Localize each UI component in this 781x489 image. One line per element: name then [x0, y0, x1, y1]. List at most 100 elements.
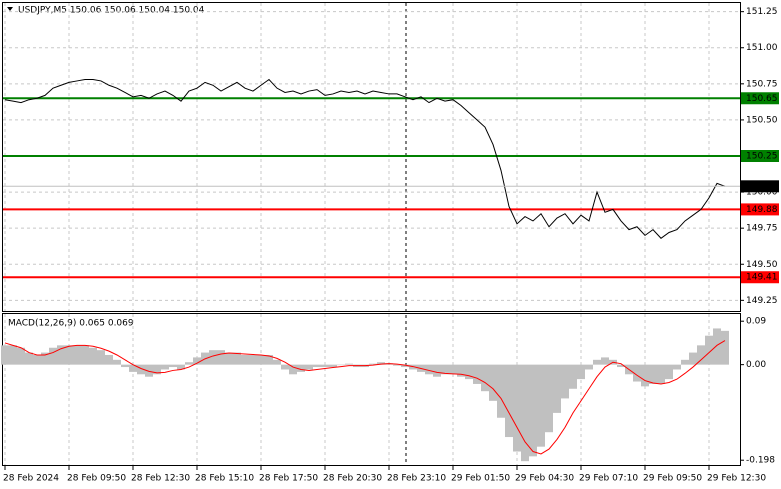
histogram-bar — [681, 359, 689, 365]
histogram-bar — [537, 364, 545, 447]
x-tick-label: 29 Feb 04:30 — [515, 474, 574, 484]
y-tick-label: 150.50 — [746, 115, 778, 125]
histogram-bar — [169, 364, 177, 368]
histogram-bar — [305, 364, 313, 370]
histogram-bar — [505, 364, 513, 438]
histogram-bar — [49, 347, 57, 365]
histogram-bar — [481, 364, 489, 392]
y-tick-label: 151.00 — [746, 43, 778, 53]
y-tick-label: 0.00 — [746, 360, 766, 370]
x-tick-label: 28 Feb 20:30 — [323, 474, 382, 484]
level-label-box — [741, 271, 779, 284]
histogram-bar — [137, 364, 145, 375]
histogram-bar — [641, 364, 649, 387]
histogram-bar — [289, 364, 297, 375]
histogram-bar — [241, 354, 249, 365]
histogram-bar — [57, 345, 65, 365]
histogram-bar — [313, 364, 321, 368]
x-tick-label: 29 Feb 12:30 — [707, 474, 766, 484]
histogram-bar — [25, 352, 33, 365]
histogram-bar — [89, 347, 97, 365]
histogram-bar — [513, 364, 521, 452]
histogram-bar — [401, 364, 409, 368]
price-panel — [2, 2, 741, 312]
level-label: 149.41 — [746, 273, 778, 283]
histogram-bar — [369, 363, 377, 365]
x-tick-label: 29 Feb 07:10 — [579, 474, 638, 484]
histogram-bar — [345, 363, 353, 365]
histogram-bar — [113, 359, 121, 365]
x-tick-label: 28 Feb 09:50 — [67, 474, 126, 484]
y-tick-label: 149.75 — [746, 224, 778, 234]
y-tick-label: 0.09 — [746, 317, 766, 327]
level-label-box — [741, 92, 779, 105]
histogram-bar — [473, 364, 481, 384]
y-tick-label: 149.25 — [746, 296, 778, 306]
histogram-bar — [217, 350, 225, 365]
histogram-bar — [337, 364, 345, 366]
histogram-bar — [17, 347, 25, 365]
histogram-bar — [433, 364, 441, 377]
histogram-bar — [193, 357, 201, 365]
histogram-bar — [617, 364, 625, 368]
histogram-bar — [73, 345, 81, 365]
y-tick-label: 151.25 — [746, 7, 778, 17]
histogram-bar — [697, 345, 705, 365]
histogram-bar — [121, 364, 129, 368]
histogram-bar — [577, 364, 585, 380]
histogram-bar — [521, 364, 529, 462]
x-tick-label: 28 Feb 12:30 — [131, 474, 190, 484]
histogram-bar — [497, 364, 505, 418]
histogram-bar — [665, 364, 673, 380]
histogram-bar — [281, 364, 289, 370]
level-label: 149.88 — [746, 205, 778, 215]
histogram-bar — [257, 354, 265, 365]
histogram-bar — [633, 364, 641, 382]
histogram-bar — [425, 364, 433, 375]
histogram-bar — [265, 354, 273, 365]
macd-panel — [2, 313, 741, 466]
histogram-bar — [529, 364, 537, 457]
level-label: 150.25 — [746, 152, 778, 162]
level-label-box — [741, 150, 779, 162]
histogram-bar — [233, 352, 241, 365]
last-price-box — [741, 180, 779, 193]
price-line — [4, 78, 726, 239]
histogram-bar — [721, 330, 729, 365]
macd-title: MACD(12,26,9) 0.065 0.069 — [8, 319, 134, 329]
x-tick-label: 29 Feb 09:50 — [643, 474, 702, 484]
histogram-bar — [185, 362, 193, 365]
histogram-bar — [105, 354, 113, 365]
histogram-bar — [465, 364, 473, 380]
histogram-bar — [593, 359, 601, 365]
histogram-bar — [489, 364, 497, 401]
histogram-bar — [145, 364, 153, 377]
y-tick-label: 150.75 — [746, 79, 778, 89]
histogram-bar — [689, 352, 697, 365]
histogram-bar — [585, 364, 593, 370]
x-tick-label: 28 Feb 17:50 — [259, 474, 318, 484]
histogram-bar — [545, 364, 553, 433]
histogram-bar — [329, 364, 337, 368]
signal-line — [4, 340, 726, 455]
histogram-bar — [561, 364, 569, 399]
histogram-bar — [457, 364, 465, 377]
histogram-bar — [377, 362, 385, 365]
histogram-bar — [209, 350, 217, 365]
last-price-label: 150.04 — [746, 182, 778, 192]
level-label: 150.65 — [746, 94, 778, 104]
y-tick-label: -0.198 — [746, 456, 775, 466]
x-tick-label: 29 Feb 01:50 — [451, 474, 510, 484]
histogram-bar — [569, 364, 577, 389]
histogram-bar — [393, 364, 401, 366]
x-tick-label: 28 Feb 15:10 — [195, 474, 254, 484]
histogram-bar — [1, 345, 9, 365]
histogram-bar — [553, 364, 561, 413]
x-tick-label: 28 Feb 23:10 — [387, 474, 446, 484]
histogram-bar — [321, 364, 329, 368]
histogram-bar — [9, 345, 17, 365]
menu-arrow — [7, 7, 13, 11]
histogram-bar — [273, 359, 281, 365]
histogram-bar — [673, 364, 681, 370]
